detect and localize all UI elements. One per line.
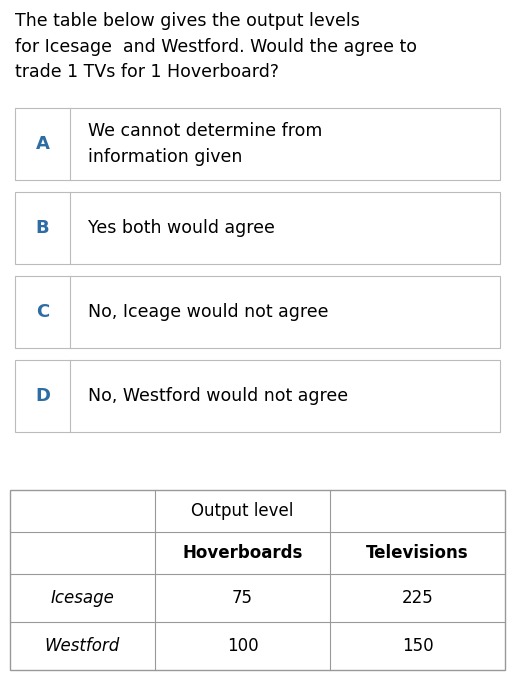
Text: Westford: Westford bbox=[45, 637, 120, 655]
Text: 100: 100 bbox=[227, 637, 259, 655]
Text: 75: 75 bbox=[232, 589, 253, 607]
Text: The table below gives the output levels
for Icesage  and Westford. Would the agr: The table below gives the output levels … bbox=[15, 12, 417, 81]
Bar bbox=[15, 360, 500, 432]
Text: Hoverboards: Hoverboards bbox=[182, 544, 303, 562]
Bar bbox=[15, 108, 500, 180]
Text: 225: 225 bbox=[402, 589, 434, 607]
Bar bbox=[10, 490, 505, 670]
Text: We cannot determine from
information given: We cannot determine from information giv… bbox=[88, 122, 322, 165]
Text: C: C bbox=[36, 303, 49, 321]
Text: Televisions: Televisions bbox=[366, 544, 469, 562]
Text: A: A bbox=[36, 135, 49, 153]
Text: 150: 150 bbox=[402, 637, 433, 655]
Bar bbox=[15, 276, 500, 348]
Text: Output level: Output level bbox=[191, 502, 294, 520]
Text: B: B bbox=[36, 219, 49, 237]
Text: No, Westford would not agree: No, Westford would not agree bbox=[88, 387, 348, 405]
Text: Yes both would agree: Yes both would agree bbox=[88, 219, 275, 237]
Text: Icesage: Icesage bbox=[50, 589, 114, 607]
Text: D: D bbox=[35, 387, 50, 405]
Bar bbox=[15, 192, 500, 264]
Text: No, Iceage would not agree: No, Iceage would not agree bbox=[88, 303, 329, 321]
